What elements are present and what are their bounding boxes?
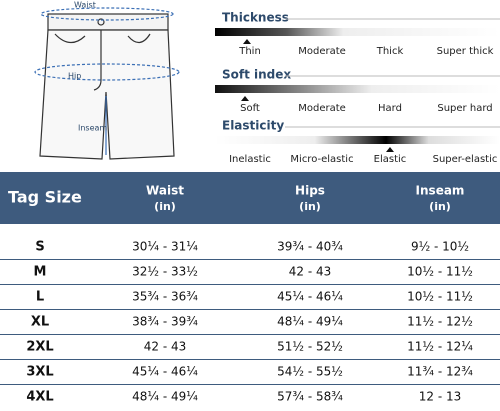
scale-title: Elasticity [222, 119, 284, 133]
cell: 42 - 43 [144, 340, 187, 354]
column-unit: (in) [299, 200, 321, 213]
cell: 30¼ - 31¼ [132, 240, 198, 254]
cell: 48¼ - 49¼ [277, 315, 343, 329]
column-header: Hips [295, 184, 325, 198]
scale-bar [215, 28, 500, 36]
cell: 9½ - 10½ [411, 240, 469, 254]
cell: 11½ - 12¼ [407, 340, 473, 354]
scale-level: Thick [376, 46, 404, 57]
cell: 38¾ - 39¾ [132, 315, 198, 329]
column-header: Waist [146, 184, 184, 198]
cell: 45¼ - 46¼ [132, 365, 198, 379]
cell: 45¼ - 46¼ [277, 290, 343, 304]
cell: S [35, 240, 44, 255]
scale-level: Thin [238, 46, 261, 57]
scale-bar [215, 136, 500, 144]
cell: 57¾ - 58¾ [277, 390, 343, 404]
inseam-label: Inseam [78, 124, 107, 133]
cell: M [34, 265, 47, 280]
column-unit: (in) [429, 200, 451, 213]
column-header: Inseam [416, 184, 465, 198]
cell: XL [31, 315, 49, 330]
cell: 3XL [26, 365, 53, 380]
cell: L [36, 290, 44, 305]
scale-level: Super-elastic [433, 154, 498, 165]
table-header-band [0, 172, 500, 224]
cell: 48¼ - 49¼ [132, 390, 198, 404]
cell: 39¾ - 40¾ [277, 240, 343, 254]
scale-marker [241, 96, 249, 101]
scale-bar [215, 85, 500, 93]
scale-level: Elastic [374, 154, 407, 165]
cell: 4XL [26, 390, 53, 405]
scale-level: Hard [378, 103, 402, 114]
scale-level: Super hard [437, 103, 492, 114]
column-header: Tag Size [8, 188, 82, 207]
cell: 32½ - 33½ [132, 265, 198, 279]
scale-level: Micro-elastic [290, 154, 353, 165]
column-unit: (in) [154, 200, 176, 213]
cell: 12 - 13 [419, 390, 462, 404]
cell: 10½ - 11½ [407, 265, 473, 279]
scale-marker [243, 39, 251, 44]
hip-label: Hip [68, 72, 81, 81]
scale-level: Super thick [437, 46, 494, 57]
shorts-drawing [34, 7, 180, 160]
scale-title: Thickness [222, 11, 289, 25]
cell: 10½ - 11½ [407, 290, 473, 304]
scale-level: Moderate [298, 46, 346, 57]
scale-marker [386, 147, 394, 152]
scale-level: Inelastic [229, 154, 271, 165]
cell: 54½ - 55½ [277, 365, 343, 379]
waist-label: Waist [74, 1, 96, 10]
scale-level: Moderate [298, 103, 346, 114]
cell: 35¾ - 36¾ [132, 290, 198, 304]
cell: 11¾ - 12¾ [407, 365, 473, 379]
cell: 11½ - 12½ [407, 315, 473, 329]
scale-title: Soft index [222, 68, 291, 82]
scales: Thickness Thin Moderate Thick Super thick Sof… [215, 11, 500, 165]
table: Tag Size Waist (in) Hips (in) Inseam (in) S 30¼ … [0, 184, 500, 405]
cell: 51½ - 52½ [277, 340, 343, 354]
cell: 42 - 43 [289, 265, 332, 279]
scale-level: Soft [240, 103, 260, 114]
cell: 2XL [26, 340, 53, 355]
